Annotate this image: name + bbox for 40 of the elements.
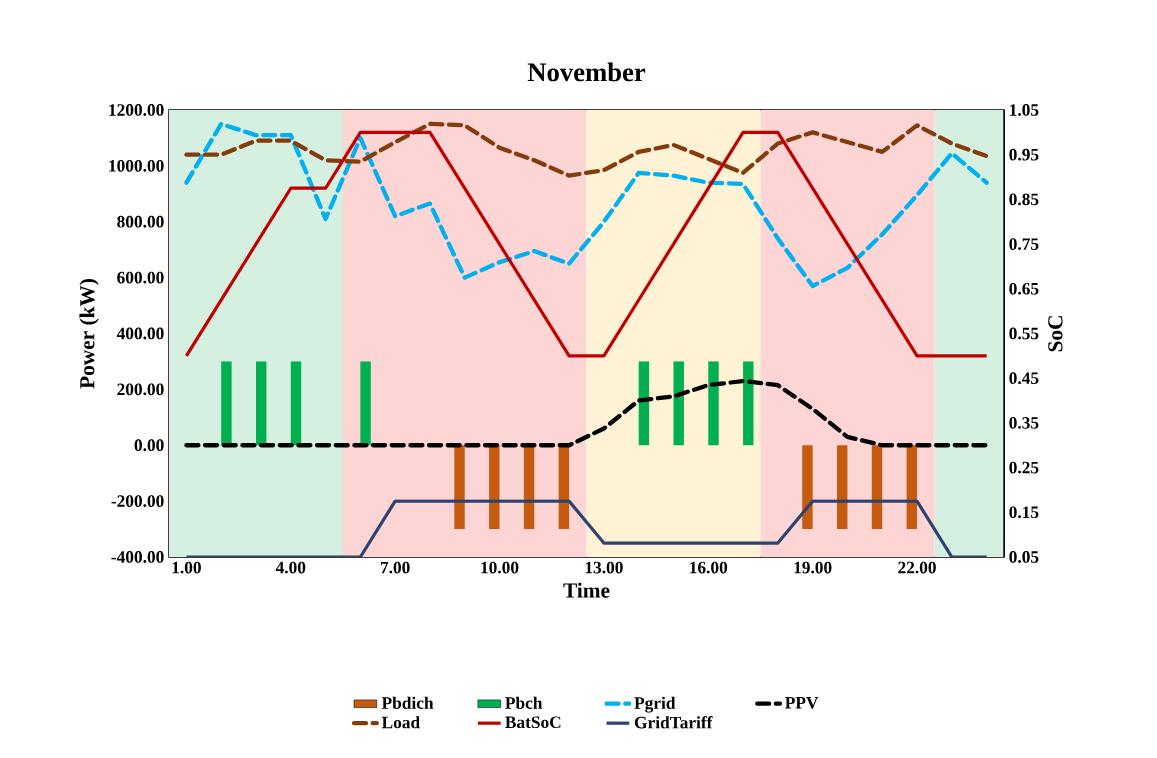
line-series — [184, 121, 989, 289]
y-tick-label: 400.00 — [116, 327, 164, 340]
y2-tick-label: 0.75 — [1009, 238, 1039, 250]
legend-label: PPV — [785, 697, 819, 709]
x-tick-label: 22.00 — [898, 561, 936, 574]
y2-tick-label: 0.05 — [1009, 551, 1039, 563]
y-tick-label: 0.00 — [134, 439, 164, 452]
y2-tick-label: 0.55 — [1009, 327, 1039, 340]
y-tick-label: 800.00 — [117, 215, 164, 228]
x-tick-label: 13.00 — [585, 561, 623, 574]
legend-label: Load — [381, 716, 420, 729]
y2-tick-label: 0.35 — [1009, 417, 1039, 429]
legend-label: GridTariff — [634, 716, 713, 729]
x-tick-label: 4.00 — [275, 561, 306, 574]
y2-tick-label: 0.25 — [1009, 461, 1039, 474]
legend-label: Pgrid — [634, 696, 676, 713]
legend-label: BatSoC — [505, 716, 561, 729]
y-tick-label: 1200.00 — [109, 104, 164, 116]
y2-axis-title: SoC — [1048, 316, 1063, 352]
y2-tick-label: 0.15 — [1009, 506, 1039, 519]
y-tick-label: 600.00 — [117, 271, 164, 284]
x-tick-label: 16.00 — [690, 561, 728, 574]
x-tick-label: 10.00 — [481, 561, 519, 574]
legend-label: Pbch — [505, 696, 543, 709]
x-axis-title: Time — [563, 582, 610, 598]
x-tick-label: 1.00 — [172, 561, 201, 574]
y2-tick-label: 0.45 — [1009, 372, 1039, 385]
y-tick-label: 1000.00 — [109, 159, 164, 172]
y2-tick-label: 0.95 — [1009, 148, 1039, 161]
y2-tick-label: 0.65 — [1009, 282, 1039, 295]
y-tick-label: -200.00 — [111, 495, 164, 508]
y-tick-label: -400.00 — [111, 551, 164, 563]
chart-title: November — [527, 62, 646, 82]
x-tick-label: 19.00 — [794, 561, 832, 574]
y-axis-title: Power (kW) — [79, 279, 99, 389]
legend-label: Pbdich — [381, 696, 434, 709]
y2-tick-label: 0.85 — [1009, 193, 1039, 206]
y2-tick-label: 1.05 — [1010, 104, 1039, 116]
x-tick-label: 7.00 — [380, 561, 410, 574]
y-tick-label: 200.00 — [117, 383, 164, 396]
